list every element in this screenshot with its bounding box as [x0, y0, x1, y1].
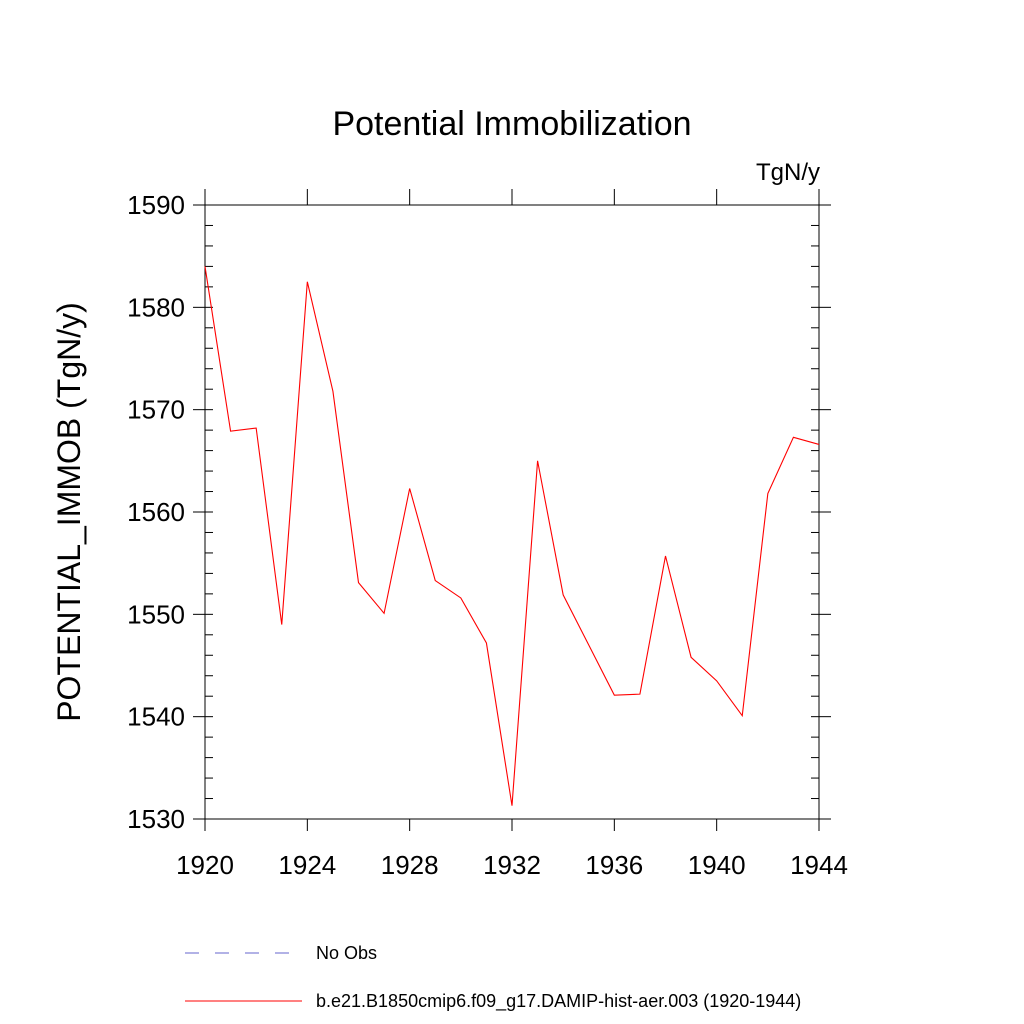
x-ticks: 1920 1924 1928 1932 1936 1940 1944 — [176, 189, 848, 880]
chart-title: Potential Immobilization — [332, 105, 691, 143]
legend-label: b.e21.B1850cmip6.f09_g17.DAMIP-hist-aer.… — [316, 991, 801, 1012]
y-major-ticks: 1530 1540 1550 1560 1570 1580 1590 — [127, 190, 831, 834]
y-tick-label: 1590 — [127, 190, 185, 220]
y-tick-label: 1580 — [127, 292, 185, 322]
x-tick-label: 1932 — [483, 850, 541, 880]
series-line — [204, 266, 820, 806]
x-tick-label: 1920 — [176, 850, 234, 880]
x-tick-label: 1928 — [381, 850, 439, 880]
legend-label: No Obs — [316, 943, 377, 963]
y-tick-label: 1570 — [127, 395, 185, 425]
y-tick-label: 1530 — [127, 804, 185, 834]
legend: No Obs b.e21.B1850cmip6.f09_g17.DAMIP-his… — [185, 943, 801, 1012]
series-layer — [204, 266, 820, 806]
y-tick-label: 1540 — [127, 702, 185, 732]
y-tick-label: 1550 — [127, 599, 185, 629]
x-tick-label: 1944 — [790, 850, 848, 880]
y-axis-label: POTENTIAL_IMMOB (TgN/y) — [51, 302, 87, 722]
x-tick-label: 1924 — [278, 850, 336, 880]
x-tick-label: 1936 — [585, 850, 643, 880]
plot-frame — [204, 204, 820, 820]
y-tick-label: 1560 — [127, 497, 185, 527]
units-label: TgN/y — [756, 159, 820, 186]
y-minor-ticks — [205, 204, 819, 820]
x-tick-label: 1940 — [688, 850, 746, 880]
